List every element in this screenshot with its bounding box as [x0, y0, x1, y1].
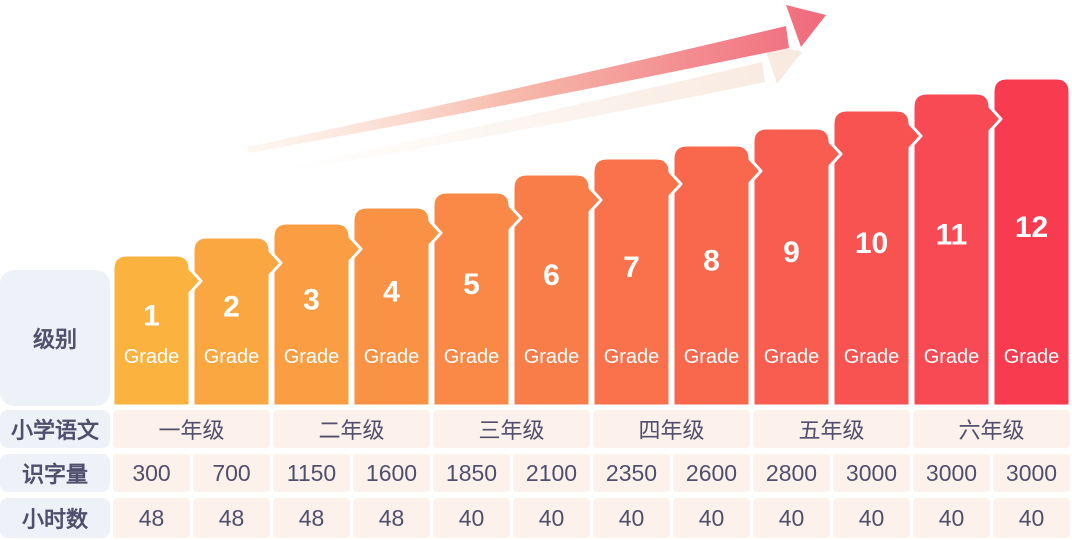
- literacy-value-cell: 1600: [353, 454, 430, 492]
- bar-number: 6: [543, 259, 560, 292]
- grade-bar-8: [671, 143, 763, 408]
- hours-value-cell: 48: [353, 498, 430, 538]
- school-grade-cell: 二年级: [273, 410, 430, 448]
- school-grade-cell: 五年级: [753, 410, 910, 448]
- hours-value-cell: 40: [593, 498, 670, 538]
- bar-grade-word: Grade: [204, 346, 260, 368]
- grade-bar-2: [191, 235, 283, 408]
- bar-grade-word: Grade: [124, 346, 180, 368]
- bar-number: 11: [936, 219, 968, 252]
- school-grade-cell: 三年级: [433, 410, 590, 448]
- growth-arrow-faint-head: [763, 42, 802, 84]
- bar-number: 1: [143, 300, 160, 333]
- literacy-value-cell: 3000: [833, 454, 910, 492]
- bar-grade-word: Grade: [284, 346, 340, 368]
- bar-number: 2: [223, 291, 240, 324]
- hours-value-cell: 40: [913, 498, 990, 538]
- row-label-level: 级别: [0, 270, 110, 406]
- bar-grade-word: Grade: [604, 346, 660, 368]
- growth-arrow-head: [786, 5, 826, 47]
- growth-arrow-faint-shaft: [285, 62, 765, 172]
- growth-arrow-shaft: [247, 26, 789, 153]
- row-label-literacy: 识字量: [0, 454, 110, 492]
- literacy-value-cell: 3000: [993, 454, 1070, 492]
- grade-bar-12: [991, 76, 1072, 408]
- grade-bar-7: [591, 156, 683, 408]
- grade-bar-labels: 1 Grade 2 Grade 3 Grade 4 Grade 5 Grade 6 Grade 7 Gra…: [124, 211, 1060, 368]
- row-label-hours: 小时数: [0, 498, 110, 538]
- bar-number: 5: [463, 268, 480, 301]
- literacy-value-cell: 2350: [593, 454, 670, 492]
- bar-number: 7: [623, 251, 640, 284]
- hours-value-cell: 40: [673, 498, 750, 538]
- hours-value-cell: 40: [833, 498, 910, 538]
- literacy-value-cell: 3000: [913, 454, 990, 492]
- literacy-value-cell: 2600: [673, 454, 750, 492]
- grade-bar-1: [111, 253, 203, 408]
- growth-arrow: [247, 5, 826, 172]
- bar-grade-word: Grade: [924, 346, 980, 368]
- school-grade-cell: 一年级: [113, 410, 270, 448]
- hours-value-cell: 40: [993, 498, 1070, 538]
- bar-number: 3: [303, 284, 320, 317]
- hours-value-cell: 48: [193, 498, 270, 538]
- literacy-value-cell: 700: [193, 454, 270, 492]
- bar-grade-word: Grade: [764, 346, 820, 368]
- bar-grade-word: Grade: [524, 346, 580, 368]
- hours-value-cell: 40: [753, 498, 830, 538]
- grade-bar-6: [511, 172, 603, 408]
- grade-bar-3: [271, 221, 363, 408]
- grade-bars: [111, 76, 1072, 408]
- literacy-value-cell: 2100: [513, 454, 590, 492]
- grade-bar-5: [431, 190, 523, 408]
- hours-value-cell: 48: [273, 498, 350, 538]
- bar-number: 8: [703, 245, 720, 278]
- grade-bar-4: [351, 205, 443, 408]
- bar-number: 9: [783, 236, 800, 269]
- bar-grade-word: Grade: [1004, 346, 1060, 368]
- literacy-value-cell: 2800: [753, 454, 830, 492]
- literacy-value-cell: 300: [113, 454, 190, 492]
- school-grade-cell: 四年级: [593, 410, 750, 448]
- literacy-value-cell: 1150: [273, 454, 350, 492]
- bar-number: 12: [1015, 211, 1048, 244]
- hours-value-cell: 40: [513, 498, 590, 538]
- bar-number: 4: [383, 276, 400, 309]
- row-label-subject: 小学语文: [0, 410, 110, 448]
- literacy-value-cell: 1850: [433, 454, 510, 492]
- bar-grade-word: Grade: [444, 346, 500, 368]
- hours-value-cell: 40: [433, 498, 510, 538]
- bar-grade-word: Grade: [684, 346, 740, 368]
- bar-grade-word: Grade: [364, 346, 420, 368]
- bar-number: 10: [855, 227, 888, 260]
- grade-bar-11: [911, 91, 1003, 408]
- grade-bar-10: [831, 108, 923, 408]
- bar-grade-word: Grade: [844, 346, 900, 368]
- grade-bar-9: [751, 126, 843, 408]
- hours-value-cell: 48: [113, 498, 190, 538]
- school-grade-cell: 六年级: [913, 410, 1070, 448]
